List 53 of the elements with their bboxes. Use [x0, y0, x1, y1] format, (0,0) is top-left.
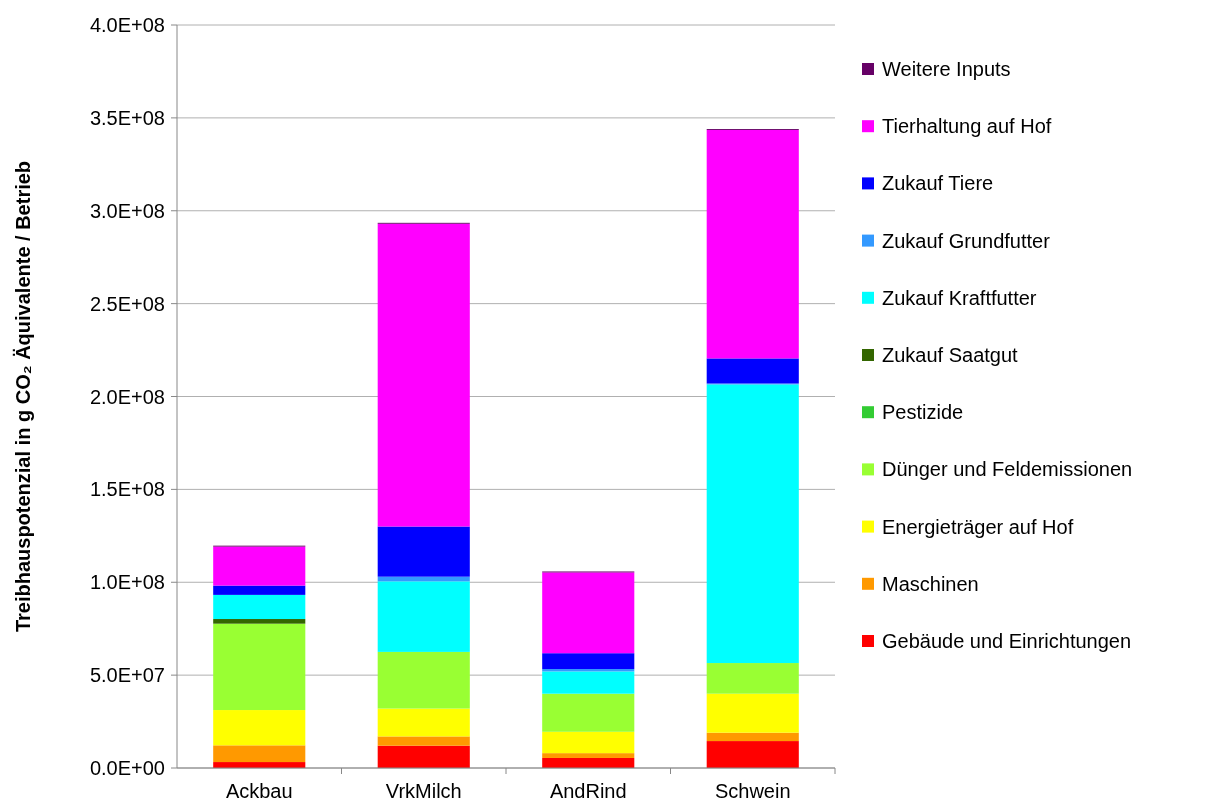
legend-label: Zukauf Grundfutter: [882, 229, 1051, 252]
bar: [213, 619, 306, 624]
y-tick-label: 2.0E+08: [89, 385, 165, 408]
bar: [706, 384, 799, 664]
bar: [213, 710, 306, 746]
bar: [706, 732, 799, 742]
bar: [542, 671, 635, 694]
y-tick-label: 2.5E+08: [89, 292, 165, 315]
bar: [377, 526, 470, 577]
bar: [213, 623, 306, 711]
bar: [377, 736, 470, 746]
bar: [706, 741, 799, 768]
x-tick-label: Schwein: [714, 780, 791, 802]
y-tick-label: 4.0E+08: [89, 14, 165, 36]
legend-label: Dünger und Feldemissionen: [882, 458, 1133, 481]
bar: [542, 572, 635, 654]
y-axis-title: Treibhauspotenzial in g CO₂ Äquivalente / Betrieb: [12, 160, 34, 633]
y-tick-label: 1.0E+08: [89, 571, 165, 594]
legend-label: Maschinen: [882, 572, 979, 595]
bar: [542, 753, 635, 758]
bar: [213, 745, 306, 763]
y-tick-label: 5.0E+07: [89, 664, 165, 687]
bar: [706, 663, 799, 694]
y-tick-label: 3.5E+08: [89, 106, 165, 129]
bar: [542, 731, 635, 754]
bar: [542, 693, 635, 732]
x-tick-label: VrkMilch: [385, 780, 462, 802]
bar: [542, 653, 635, 669]
bar: [213, 546, 306, 586]
bar: [377, 745, 470, 768]
legend-label: Gebäude und Einrichtungen: [882, 630, 1132, 652]
legend-label: Pestizide: [882, 401, 964, 424]
x-tick-label: AndRind: [549, 780, 627, 802]
bar: [377, 223, 470, 527]
y-tick-label: 3.0E+08: [89, 199, 165, 222]
legend-label: Zukauf Tiere: [882, 172, 994, 195]
bar: [213, 594, 306, 620]
legend-label: Zukauf Kraftfutter: [882, 286, 1037, 309]
bar: [706, 693, 799, 733]
bar: [377, 708, 470, 737]
bar: [706, 358, 799, 384]
bar: [377, 651, 470, 709]
legend-label: Tierhaltung auf Hof: [882, 115, 1052, 138]
bar: [706, 129, 799, 359]
y-tick-label: 0.0E+00: [89, 757, 165, 779]
legend-label: Energieträger auf Hof: [882, 515, 1074, 538]
legend-label: Weitere Inputs: [882, 58, 1011, 80]
bar: [377, 581, 470, 652]
y-tick-label: 1.5E+08: [89, 478, 165, 501]
bar: [213, 585, 306, 595]
x-tick-label: Ackbau: [225, 780, 293, 802]
legend-label: Zukauf Saatgut: [882, 344, 1019, 366]
bar: [542, 757, 635, 768]
